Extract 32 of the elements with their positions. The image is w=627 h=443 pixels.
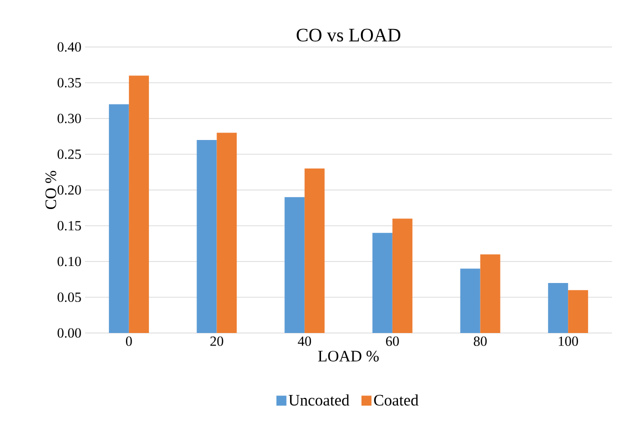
bar: [548, 282, 568, 333]
bar: [392, 218, 412, 333]
bar: [108, 104, 129, 333]
x-axis-title: LOAD %: [318, 350, 379, 362]
bar: [372, 232, 392, 333]
bar: [216, 132, 237, 333]
x-tick-label: 100: [558, 336, 578, 346]
y-tick-label: 0.20: [58, 185, 81, 195]
x-tick-label: 40: [298, 336, 312, 346]
y-tick-label: 0.40: [58, 42, 81, 52]
y-tick-label: 0.25: [58, 150, 81, 159]
x-tick-label: 80: [474, 336, 487, 346]
x-tick-label: 60: [386, 336, 399, 346]
chart-title: CO vs LOAD: [296, 28, 400, 42]
y-tick-label: 0.30: [58, 114, 81, 124]
y-tick-label: 0.10: [58, 256, 81, 266]
y-tick-label: 0.00: [58, 328, 81, 338]
bar: [128, 76, 149, 333]
bar: [568, 290, 588, 333]
bar: [304, 168, 325, 333]
bar: [284, 197, 305, 333]
y-tick-label: 0.05: [58, 292, 81, 302]
bar: [480, 254, 500, 333]
y-axis-title: CO %: [45, 170, 56, 210]
bar: [460, 268, 480, 333]
x-tick-label: 0: [126, 336, 132, 346]
bar: [196, 140, 217, 333]
legend-label: Uncoated: [288, 394, 350, 406]
y-tick-label: 0.15: [58, 221, 81, 230]
y-tick-label: 0.35: [58, 78, 81, 88]
x-tick-label: 20: [210, 336, 224, 346]
legend-label: Coated: [374, 394, 418, 406]
